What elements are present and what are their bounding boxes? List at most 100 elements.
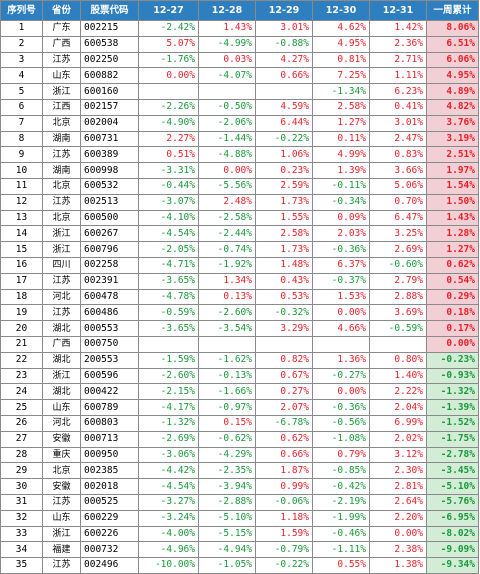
cell-index: 15: [0, 241, 43, 258]
table-row: 32 山东 600229 -3.24% -5.10% 1.18% -1.99% 2.20% -6…: [0, 509, 479, 527]
cell-day-12-30: -0.85%: [312, 462, 370, 480]
cell-weekly-total: 0.00%: [426, 335, 479, 353]
table-row: 14 浙江 600267 -4.54% -2.44% 2.58% 2.03% 3.25% 1.2…: [0, 225, 479, 243]
cell-index: 28: [0, 446, 43, 464]
cell-day-12-29: -0.79%: [255, 541, 313, 559]
cell-day-12-30: 1.53%: [312, 288, 370, 306]
cell-stock-code: 000750: [80, 335, 139, 353]
cell-province: 山东: [42, 399, 81, 416]
cell-day-12-31: 2.30%: [369, 462, 427, 480]
cell-province: 浙江: [42, 525, 81, 543]
cell-index: 1: [0, 20, 43, 37]
cell-day-12-30: -0.56%: [312, 414, 370, 432]
cell-day-12-28: -1.62%: [198, 351, 256, 369]
cell-day-12-27: -4.78%: [138, 288, 199, 306]
cell-day-12-31: 2.02%: [369, 430, 427, 448]
cell-day-12-31: 1.11%: [369, 67, 427, 85]
cell-day-12-30: 0.09%: [312, 209, 370, 227]
cell-day-12-29: 1.18%: [255, 509, 313, 527]
cell-province: 湖北: [42, 320, 81, 337]
cell-day-12-30: -0.36%: [312, 241, 370, 258]
cell-stock-code: 002004: [80, 114, 139, 132]
cell-day-12-29: 4.59%: [255, 98, 313, 116]
cell-day-12-30: 4.99%: [312, 146, 370, 164]
cell-weekly-total: 1.54%: [426, 177, 479, 195]
cell-day-12-31: 0.70%: [369, 193, 427, 211]
cell-day-12-27: -10.00%: [138, 557, 199, 574]
cell-province: 湖北: [42, 351, 81, 369]
cell-weekly-total: 1.43%: [426, 209, 479, 227]
cell-day-12-29: 0.23%: [255, 162, 313, 179]
cell-day-12-31: 1.40%: [369, 367, 427, 385]
table-row: 23 浙江 600596 -2.60% -0.13% 0.67% -0.27% 1.40% -0…: [0, 367, 479, 385]
cell-day-12-31: 2.36%: [369, 35, 427, 53]
cell-day-12-27: [138, 335, 199, 353]
cell-day-12-27: -3.24%: [138, 509, 199, 527]
cell-index: 23: [0, 367, 43, 385]
cell-stock-code: 600229: [80, 509, 139, 527]
header-province: 省份: [42, 0, 81, 21]
cell-index: 34: [0, 541, 43, 559]
cell-day-12-29: 1.06%: [255, 146, 313, 164]
cell-stock-code: 600532: [80, 177, 139, 195]
table-header: 序列号 省份 股票代码 12-27 12-28 12-29 12-30 12-3…: [0, 0, 479, 21]
header-12-28: 12-28: [198, 0, 256, 21]
cell-weekly-total: 3.76%: [426, 114, 479, 132]
cell-day-12-30: -0.34%: [312, 193, 370, 211]
cell-day-12-29: 0.62%: [255, 430, 313, 448]
cell-weekly-total: -5.10%: [426, 478, 479, 495]
cell-day-12-29: -0.06%: [255, 493, 313, 511]
cell-day-12-31: 2.88%: [369, 288, 427, 306]
cell-province: 湖南: [42, 130, 81, 148]
cell-day-12-30: 4.62%: [312, 20, 370, 37]
cell-day-12-27: -2.15%: [138, 383, 199, 401]
cell-day-12-27: -4.54%: [138, 478, 199, 495]
cell-province: 湖北: [42, 383, 81, 401]
cell-province: 北京: [42, 462, 81, 480]
cell-day-12-30: 0.00%: [312, 383, 370, 401]
cell-day-12-28: -4.99%: [198, 35, 256, 53]
cell-index: 31: [0, 493, 43, 511]
cell-stock-code: 002157: [80, 98, 139, 116]
table-row: 28 重庆 000950 -3.06% -4.29% 0.66% 0.79% 3.12% -2.…: [0, 446, 479, 464]
cell-day-12-30: 4.95%: [312, 35, 370, 53]
cell-day-12-29: -0.22%: [255, 557, 313, 574]
cell-province: 浙江: [42, 367, 81, 385]
cell-stock-code: 200553: [80, 351, 139, 369]
cell-day-12-28: -1.44%: [198, 130, 256, 148]
cell-province: 重庆: [42, 446, 81, 464]
cell-index: 17: [0, 272, 43, 290]
cell-stock-code: 002250: [80, 51, 139, 69]
cell-weekly-total: 1.97%: [426, 162, 479, 179]
cell-index: 21: [0, 335, 43, 353]
cell-day-12-31: 6.47%: [369, 209, 427, 227]
cell-weekly-total: 0.17%: [426, 320, 479, 337]
cell-day-12-29: 1.55%: [255, 209, 313, 227]
cell-day-12-28: -3.54%: [198, 320, 256, 337]
cell-day-12-29: 1.73%: [255, 241, 313, 258]
cell-index: 20: [0, 320, 43, 337]
cell-day-12-28: -4.07%: [198, 67, 256, 85]
cell-weekly-total: -6.95%: [426, 509, 479, 527]
cell-day-12-28: -2.88%: [198, 493, 256, 511]
cell-day-12-28: -1.92%: [198, 256, 256, 274]
table-row: 27 安徽 000713 -2.69% -0.62% 0.62% -1.08% 2.02% -1…: [0, 430, 479, 448]
cell-day-12-30: 1.39%: [312, 162, 370, 179]
cell-day-12-27: -4.71%: [138, 256, 199, 274]
cell-weekly-total: 0.29%: [426, 288, 479, 306]
cell-day-12-27: -4.42%: [138, 462, 199, 480]
cell-province: 河北: [42, 288, 81, 306]
cell-weekly-total: 2.51%: [426, 146, 479, 164]
cell-day-12-29: -6.78%: [255, 414, 313, 432]
cell-index: 33: [0, 525, 43, 543]
cell-index: 32: [0, 509, 43, 527]
cell-day-12-30: 4.66%: [312, 320, 370, 337]
cell-index: 26: [0, 414, 43, 432]
cell-day-12-27: -4.96%: [138, 541, 199, 559]
cell-index: 24: [0, 383, 43, 401]
cell-province: 安徽: [42, 478, 81, 495]
cell-index: 25: [0, 399, 43, 416]
cell-stock-code: 002496: [80, 557, 139, 574]
cell-day-12-28: -5.56%: [198, 177, 256, 195]
